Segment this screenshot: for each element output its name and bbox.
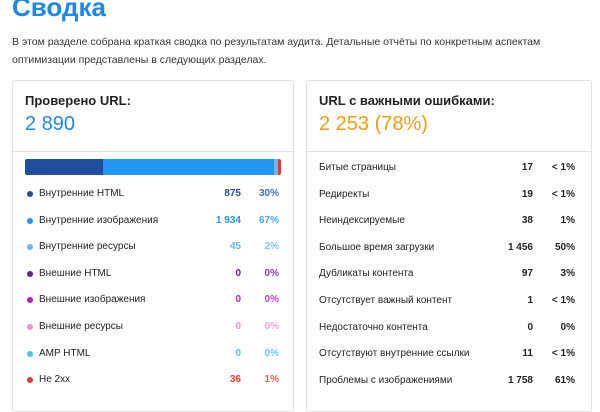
error-percent: 0% xyxy=(560,321,575,333)
item-percent: 2% xyxy=(264,241,279,253)
page: Сводка В этом разделе собрана краткая св… xyxy=(12,0,592,412)
error-percent: 61% xyxy=(554,374,575,386)
item-count: 875 xyxy=(224,188,241,199)
item-name: Не 2xx xyxy=(39,374,71,386)
separator xyxy=(307,151,591,152)
legend-dot xyxy=(27,270,33,277)
item-percent: 67% xyxy=(258,214,279,226)
legend-dot xyxy=(27,191,33,197)
bar-segment xyxy=(273,159,278,175)
error-count: 0 xyxy=(527,321,533,333)
error-name: Большое время загрузки xyxy=(319,241,435,253)
item-count: 0 xyxy=(235,321,241,332)
error-percent: 1% xyxy=(560,215,575,227)
item-count: 0 xyxy=(235,347,241,359)
item-name: Внешние HTML xyxy=(39,267,112,279)
item-name: Внешние изображения xyxy=(39,294,146,306)
item-count: 45 xyxy=(229,241,241,253)
error-percent: < 1% xyxy=(551,162,575,173)
error-count: 97 xyxy=(521,268,533,280)
error-name: Проблемы с изображениями xyxy=(319,374,453,386)
card-title: Проверено URL: xyxy=(25,93,131,108)
item-percent: 0% xyxy=(264,321,279,332)
legend-dot xyxy=(27,377,33,384)
legend-dot xyxy=(27,217,33,224)
error-count: 1 xyxy=(527,295,533,306)
item-count: 0 xyxy=(235,294,241,306)
description: В этом разделе собрана краткая сводка по… xyxy=(12,36,541,66)
error-count: 17 xyxy=(521,162,533,173)
legend-dot xyxy=(27,244,33,251)
item-percent: 0% xyxy=(264,294,279,306)
error-percent: < 1% xyxy=(551,188,575,200)
separator xyxy=(13,151,293,152)
error-count: 1 456 xyxy=(507,241,533,253)
error-percent: 3% xyxy=(560,268,575,280)
card-title: URL с важными ошибками: xyxy=(319,93,495,108)
error-count: 38 xyxy=(521,215,533,227)
item-percent: 30% xyxy=(258,188,279,199)
error-name: Отсутствуют внутренние ссылки xyxy=(319,348,470,360)
legend-dot xyxy=(27,350,33,357)
item-name: AMP HTML xyxy=(39,347,91,359)
error-name: Битые страницы xyxy=(319,162,396,173)
item-name: Внутренние HTML xyxy=(39,188,125,199)
legend-dot xyxy=(27,324,33,330)
error-name: Неиндексируемые xyxy=(319,215,405,227)
bar-segment xyxy=(277,159,281,175)
item-name: Внутренние изображения xyxy=(39,214,159,226)
error-percent: < 1% xyxy=(551,348,575,360)
item-count: 0 xyxy=(235,267,241,279)
error-percent: 50% xyxy=(554,241,575,253)
legend-dot xyxy=(27,297,33,304)
checked-card: Проверено URL: 2 890 Внутренние HTML 875 3… xyxy=(12,80,294,412)
item-percent: 1% xyxy=(264,374,279,386)
bar-segment xyxy=(25,159,103,175)
item-name: Внешние ресурсы xyxy=(39,321,123,332)
error-count: 19 xyxy=(521,188,533,200)
error-name: Отсутствует важный контент xyxy=(319,295,453,306)
stacked-bar xyxy=(25,159,281,175)
errors-card: URL с важными ошибками: 2 253 (78%) Биты… xyxy=(306,80,592,412)
item-name: Внутренние ресурсы xyxy=(39,241,136,253)
error-count: 11 xyxy=(522,348,533,360)
item-percent: 0% xyxy=(264,347,279,359)
item-count: 36 xyxy=(229,374,241,386)
error-name: Редиректы xyxy=(319,188,370,200)
item-percent: 0% xyxy=(264,267,279,279)
error-name: Дубликаты контента xyxy=(319,268,414,280)
item-count: 1 934 xyxy=(215,214,241,226)
error-count: 1 758 xyxy=(507,374,533,386)
card-total: 2 890 xyxy=(25,113,76,135)
card-total: 2 253 (78%) xyxy=(319,113,428,135)
error-percent: < 1% xyxy=(551,295,575,306)
error-name: Недостаточно контента xyxy=(319,321,428,333)
bar-segment xyxy=(102,159,274,175)
page-title: Сводка xyxy=(12,0,106,22)
